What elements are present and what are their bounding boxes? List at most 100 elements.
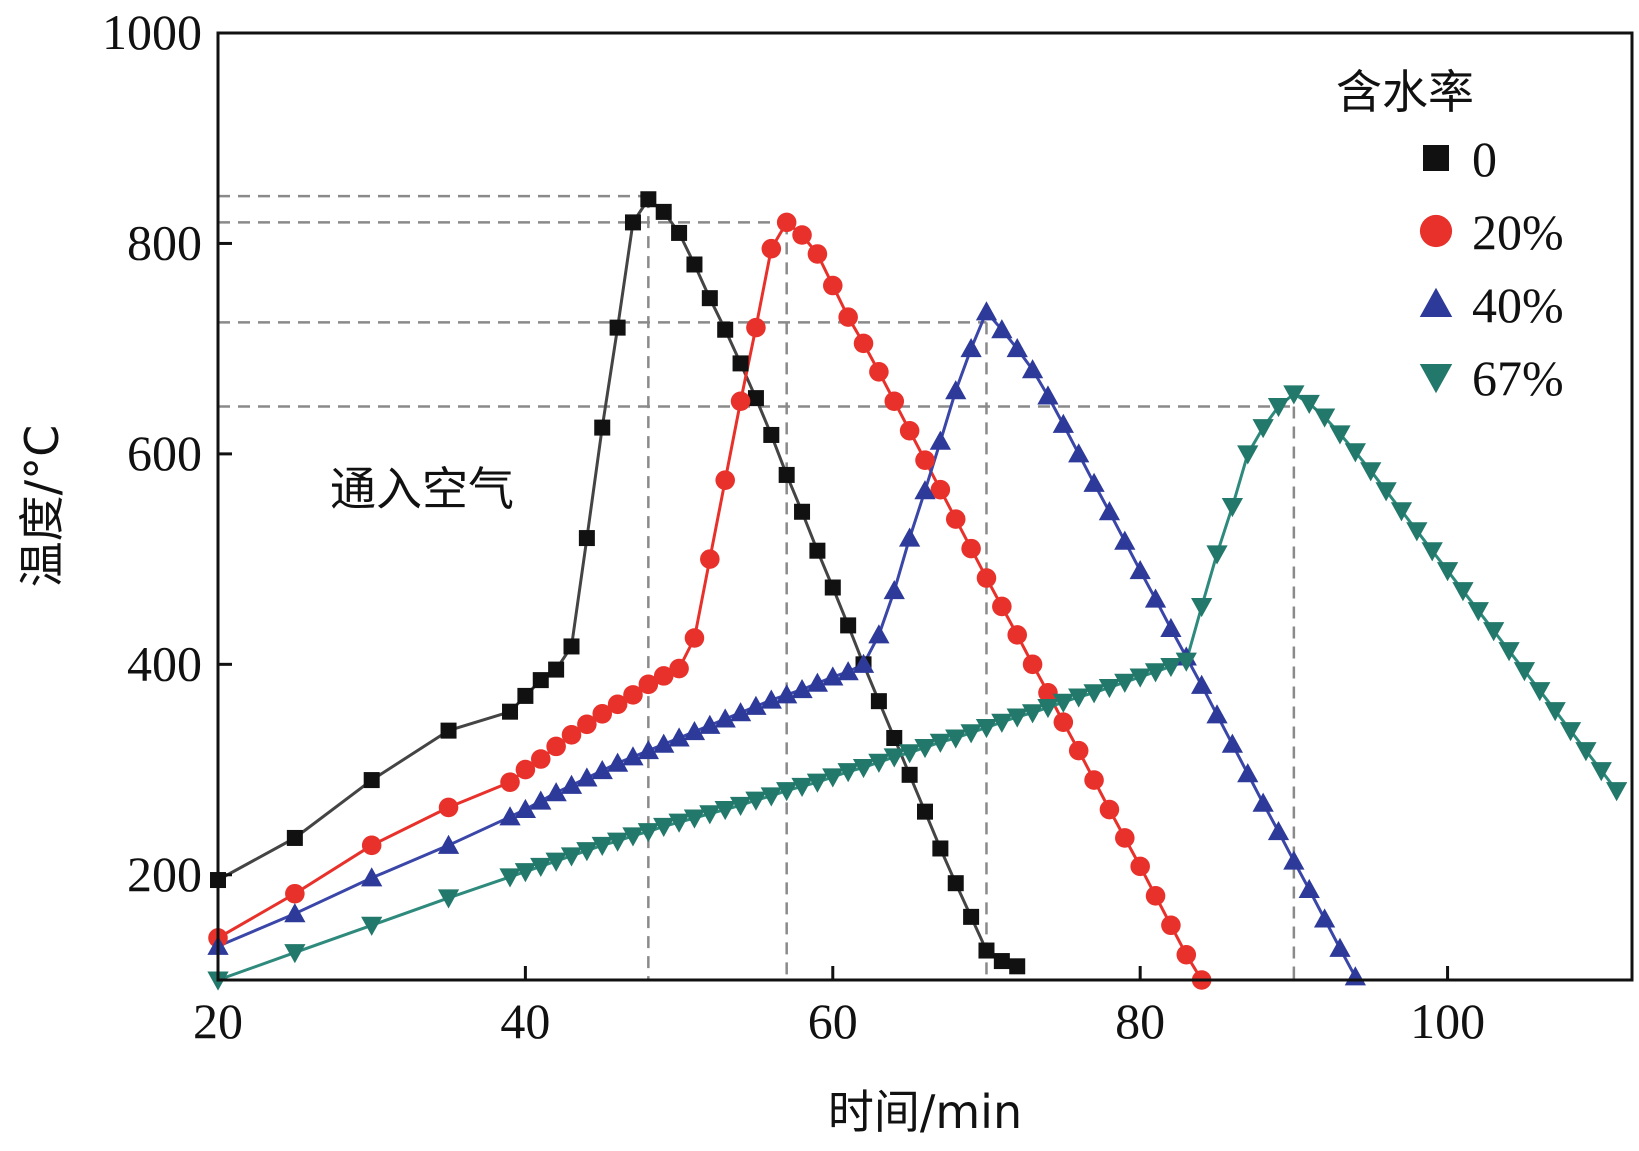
data-point xyxy=(1130,856,1150,877)
data-point xyxy=(530,857,552,877)
data-point xyxy=(778,466,795,483)
data-point xyxy=(794,503,811,520)
data-point xyxy=(745,695,767,715)
data-point xyxy=(884,391,905,412)
data-point xyxy=(1206,545,1228,565)
data-point xyxy=(653,666,674,686)
data-point xyxy=(548,661,565,678)
data-point xyxy=(1421,542,1443,562)
data-point xyxy=(622,827,644,847)
data-point xyxy=(1006,708,1028,728)
data-point xyxy=(561,725,582,745)
legend-marker-67pct xyxy=(1419,364,1453,394)
data-point xyxy=(901,766,918,783)
data-point xyxy=(607,694,628,715)
data-point xyxy=(729,796,752,816)
data-point xyxy=(1021,704,1044,724)
data-point xyxy=(960,338,982,358)
data-point xyxy=(560,774,583,794)
data-point xyxy=(668,727,690,747)
data-point xyxy=(637,739,659,760)
data-point xyxy=(917,803,933,820)
data-point xyxy=(806,672,829,692)
data-point xyxy=(1436,562,1459,582)
data-point xyxy=(840,617,857,634)
data-point xyxy=(823,275,843,296)
data-point xyxy=(963,908,980,925)
x-tick-label: 100 xyxy=(1410,993,1485,1049)
data-point xyxy=(1052,693,1074,713)
data-point xyxy=(714,801,736,821)
data-point xyxy=(1544,702,1566,722)
reference-lines xyxy=(218,194,1296,980)
data-point xyxy=(822,666,844,686)
data-point xyxy=(1221,733,1244,753)
data-point xyxy=(729,702,752,722)
data-point xyxy=(609,319,626,336)
data-point xyxy=(914,738,936,759)
legend-title: 含水率 xyxy=(1336,65,1474,119)
data-point xyxy=(530,749,551,769)
data-point xyxy=(500,772,520,792)
data-point xyxy=(760,689,782,709)
annotation-air-inlet: 通入空气 xyxy=(330,462,514,516)
data-point xyxy=(732,355,749,372)
data-point xyxy=(1021,359,1044,379)
data-point xyxy=(715,470,735,490)
data-point xyxy=(993,953,1010,970)
data-point xyxy=(978,942,995,959)
data-point xyxy=(792,225,812,245)
data-point xyxy=(361,867,383,887)
data-point xyxy=(1559,722,1582,742)
data-point xyxy=(776,684,798,704)
data-point xyxy=(437,889,460,909)
data-point xyxy=(1098,501,1121,521)
legend-label: 40% xyxy=(1472,277,1564,333)
data-point xyxy=(640,191,657,208)
data-point xyxy=(730,391,751,412)
data-point xyxy=(1175,652,1197,672)
data-point xyxy=(517,687,534,704)
data-point xyxy=(1237,763,1259,783)
data-point xyxy=(361,916,383,936)
data-point xyxy=(1115,828,1135,848)
data-point xyxy=(915,450,935,470)
data-point xyxy=(1467,602,1489,622)
data-point xyxy=(930,479,951,500)
data-point xyxy=(1144,663,1167,683)
legend-marker-0 xyxy=(1423,145,1449,171)
data-point xyxy=(806,773,829,793)
data-point xyxy=(991,713,1013,733)
data-point xyxy=(1129,668,1151,688)
data-point xyxy=(592,704,613,724)
data-point xyxy=(1160,657,1182,678)
legend-marker-20pct xyxy=(1419,214,1453,248)
data-point xyxy=(976,568,997,588)
data-point xyxy=(1498,642,1520,662)
data-point xyxy=(824,579,841,596)
data-point xyxy=(1390,502,1413,522)
data-point xyxy=(747,390,764,407)
data-point xyxy=(852,758,875,779)
data-point xyxy=(591,759,613,780)
data-point xyxy=(1191,674,1213,694)
data-point xyxy=(1068,443,1090,463)
data-point xyxy=(438,797,459,818)
data-point xyxy=(1129,560,1151,580)
data-point xyxy=(576,842,598,862)
data-point xyxy=(961,538,981,559)
data-point xyxy=(746,317,766,338)
y-tick-label: 1000 xyxy=(102,4,202,60)
data-point xyxy=(714,708,736,728)
data-point xyxy=(286,829,303,846)
y-tick-label: 200 xyxy=(127,846,202,902)
data-point xyxy=(1160,617,1182,638)
data-point xyxy=(1283,850,1305,870)
data-point xyxy=(960,724,982,744)
y-axis-title: 温度/°C xyxy=(15,425,69,588)
data-point xyxy=(1283,385,1305,405)
data-point xyxy=(515,759,536,780)
data-point xyxy=(563,638,580,655)
data-point xyxy=(655,203,672,220)
data-point xyxy=(545,782,567,802)
